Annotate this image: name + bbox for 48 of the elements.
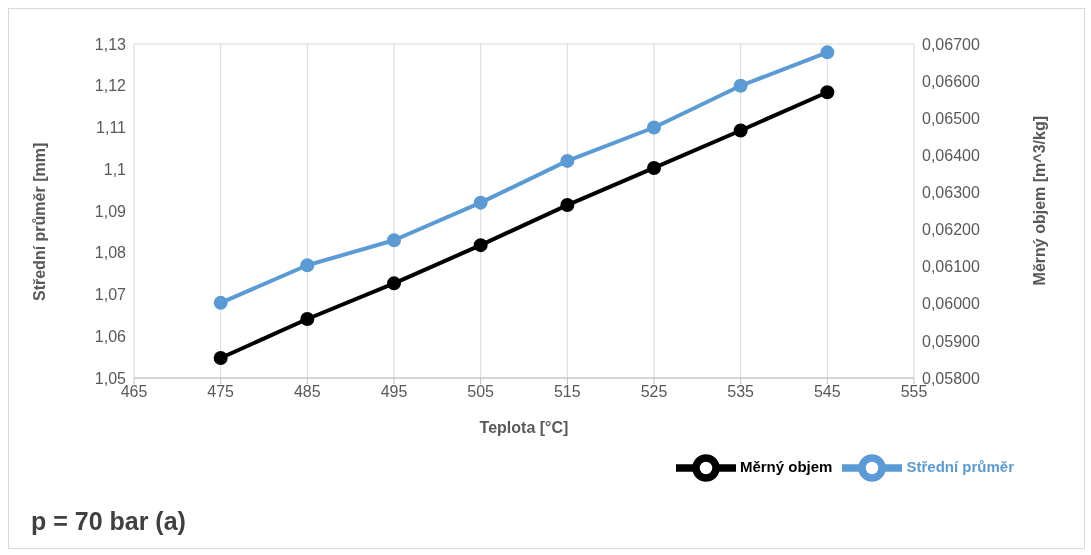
y-tick-label: 1,1 (103, 160, 127, 178)
point (213, 295, 228, 310)
y-tick-label: 1,07 (94, 286, 127, 304)
point (300, 258, 315, 273)
legend-label: Měrný objem (739, 457, 833, 475)
point (647, 120, 661, 135)
y2-tick-label: 0,06200 (922, 221, 980, 239)
y2-tick-label: 0,06300 (922, 184, 980, 202)
point (560, 153, 575, 168)
y-tick-label: 1,09 (94, 202, 127, 220)
point (213, 350, 228, 365)
y-tick-label: 1,13 (94, 35, 127, 53)
point (473, 238, 488, 253)
point (733, 123, 748, 138)
y-axis-title: Střední průměr [mm] (30, 142, 48, 301)
x-tick-label: 465 (120, 383, 148, 401)
point (387, 233, 401, 248)
y2-tick-label: 0,06600 (922, 72, 980, 90)
y-tick-label: 1,12 (94, 77, 127, 95)
point (300, 311, 315, 326)
x-tick-label: 545 (813, 383, 841, 401)
point (647, 160, 661, 175)
y2-tick-label: 0,06700 (922, 35, 980, 53)
point (733, 78, 748, 93)
point (560, 198, 575, 213)
point (820, 85, 835, 100)
y-tick-label: 1,08 (94, 244, 127, 262)
point (473, 195, 488, 210)
x-tick-label: 535 (727, 383, 755, 401)
x-tick-label: 475 (207, 383, 235, 401)
point (820, 45, 835, 60)
x-tick-label: 495 (380, 383, 408, 401)
x-tick-label: 505 (467, 383, 495, 401)
text: p = 70 bar (a) (31, 507, 186, 536)
y2-axis-title: Měrný objem [m^3/kg] (1030, 116, 1048, 286)
y2-tick-label: 0,06000 (922, 295, 980, 313)
y2-tick-label: 0,06100 (922, 258, 980, 276)
x-tick-label: 485 (293, 383, 321, 401)
y2-tick-label: 0,05900 (922, 332, 980, 350)
x-tick-label: 525 (640, 383, 668, 401)
y2-tick-label: 0,06400 (922, 147, 980, 165)
legend-label: Střední průměr (906, 457, 1014, 475)
y2-tick-label: 0,06500 (922, 109, 980, 127)
y-tick-label: 1,06 (94, 327, 127, 345)
point (387, 276, 401, 291)
y-tick-label: 1,11 (96, 119, 127, 137)
x-axis-title: Teplota [°C] (479, 419, 569, 436)
x-tick-label: 515 (553, 383, 581, 401)
